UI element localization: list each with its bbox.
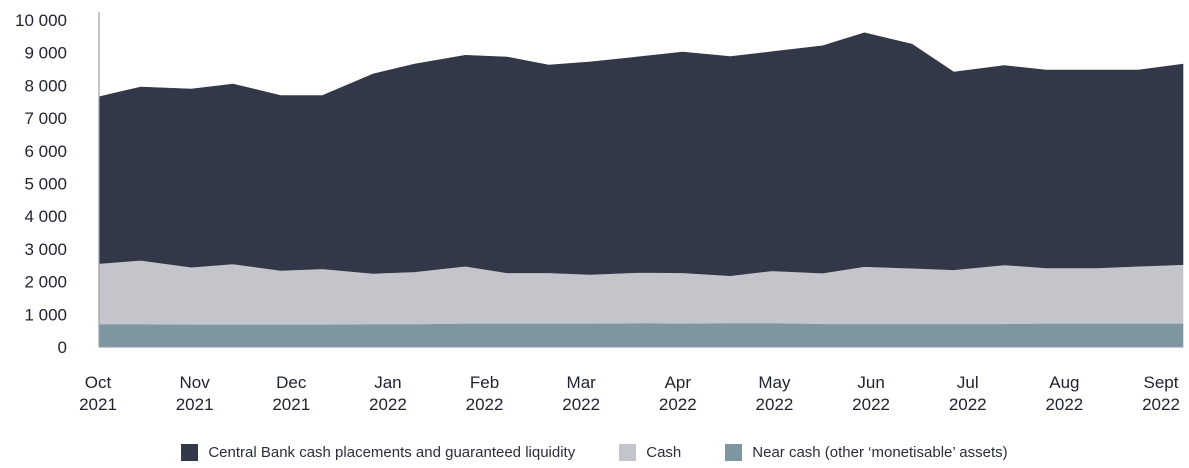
x-tick-label-year: 2022 — [562, 395, 600, 414]
y-tick-label: 7 000 — [24, 109, 67, 128]
x-tick-label-year: 2021 — [176, 395, 214, 414]
y-tick-label: 9 000 — [24, 44, 67, 63]
area-series-0 — [98, 322, 1184, 348]
y-tick-label: 3 000 — [24, 240, 67, 259]
y-tick-label: 6 000 — [24, 142, 67, 161]
x-tick-label-month: Nov — [180, 373, 211, 392]
x-tick-label-month: Feb — [470, 373, 499, 392]
y-tick-label: 0 — [58, 338, 67, 357]
x-tick-label-year: 2022 — [369, 395, 407, 414]
y-tick-labels: 0 1 000 2 000 3 000 4 000 5 000 6 000 7 000 8 00… — [15, 11, 67, 357]
x-tick-label-year: 2022 — [1045, 395, 1083, 414]
legend-item-central-bank: Central Bank cash placements and guarant… — [181, 444, 575, 461]
x-tick-label-month: Oct — [85, 373, 112, 392]
x-tick-label-year: 2022 — [466, 395, 504, 414]
x-tick-label-year: 2021 — [272, 395, 310, 414]
y-tick-label: 1 000 — [24, 305, 67, 324]
y-tick-label: 2 000 — [24, 273, 67, 292]
legend-label-central-bank: Central Bank cash placements and guarant… — [208, 444, 576, 461]
y-tick-label: 10 000 — [15, 11, 67, 30]
x-tick-label-year: 2022 — [949, 395, 987, 414]
y-tick-label: 4 000 — [24, 207, 67, 226]
x-tick-label-month: Dec — [276, 373, 307, 392]
legend-swatch-cash — [619, 444, 637, 461]
area-series-2 — [98, 32, 1184, 277]
legend-swatch-near-cash — [725, 444, 743, 461]
x-tick-label-year: 2022 — [756, 395, 794, 414]
x-tick-label-month: Mar — [567, 373, 597, 392]
legend-label-near-cash: Near cash (other ‘monetisable’ assets) — [752, 444, 1008, 461]
x-tick-label-month: Jan — [374, 373, 401, 392]
x-tick-label-month: Apr — [665, 373, 692, 392]
y-tick-label: 8 000 — [24, 76, 67, 95]
x-tick-labels: Oct 2021 Nov 2021 Dec 2021 Jan 2022 Feb 2022 Mar 20… — [79, 373, 1180, 414]
x-tick-label-month: Aug — [1049, 373, 1079, 392]
legend-item-cash: Cash — [619, 444, 681, 461]
x-tick-label-year: 2021 — [79, 395, 117, 414]
x-tick-label-month: May — [758, 373, 791, 392]
legend-item-near-cash: Near cash (other ‘monetisable’ assets) — [725, 444, 1008, 461]
x-tick-label-year: 2022 — [1142, 395, 1180, 414]
legend: Central Bank cash placements and guarant… — [0, 444, 1189, 461]
x-tick-label-year: 2022 — [659, 395, 697, 414]
x-tick-label-month: Sept — [1144, 373, 1179, 392]
area-layer — [98, 32, 1184, 348]
x-tick-label-month: Jun — [857, 373, 884, 392]
x-tick-label-year: 2022 — [852, 395, 890, 414]
legend-label-cash: Cash — [646, 444, 682, 461]
y-tick-label: 5 000 — [24, 175, 67, 194]
legend-swatch-central-bank — [181, 444, 199, 461]
x-tick-label-month: Jul — [957, 373, 979, 392]
